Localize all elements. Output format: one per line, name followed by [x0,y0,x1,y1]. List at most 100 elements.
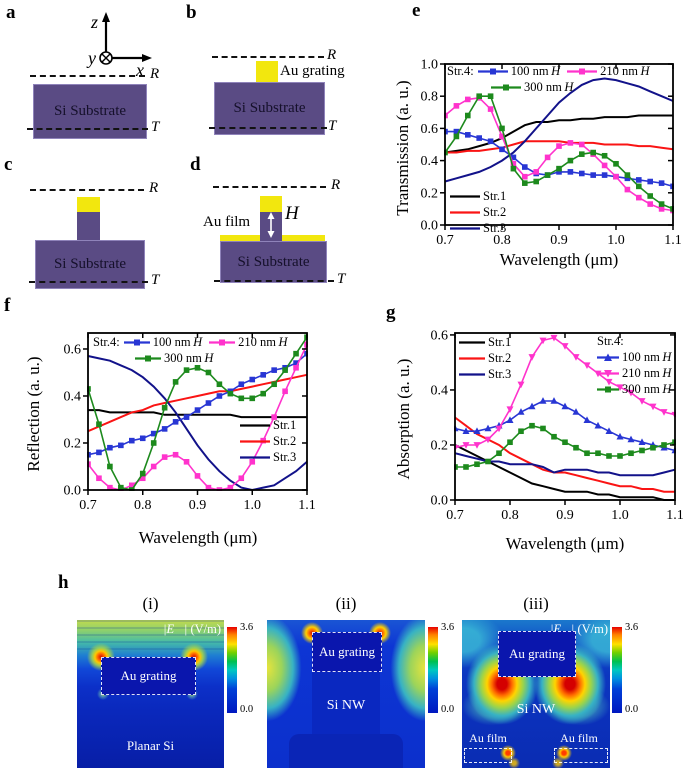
legend-label-210nm: 210 nm H [238,334,288,349]
svg-text:0.6: 0.6 [421,122,439,137]
au-grating-label: Au grating [280,63,345,79]
legend-swatch-100nm [123,337,150,348]
svg-text:0.8: 0.8 [134,498,152,513]
si-nw-pillar [312,670,380,734]
r-label: R [149,180,159,196]
r-plane-dashed-line [213,186,326,188]
svg-text:0.0: 0.0 [431,494,449,509]
svg-text:0.4: 0.4 [421,154,439,169]
chart-g-legend-str123: Str.1 Str.2 Str.3 [459,334,511,382]
legend-label-100nm: 100 nm H [622,349,672,364]
transmission-x-title: Wavelength (μm) [499,250,619,269]
si-substrate-a: Si Substrate [33,84,147,139]
chart-f-legend-str123: Str.1 Str.2 Str.3 [240,417,296,465]
si-substrate-b: Si Substrate [214,82,325,135]
svg-text:0.8: 0.8 [493,233,511,248]
field-map-ii: Au grating Si NW [267,620,425,768]
legend-swatch-str2 [450,207,480,218]
r-plane-dashed-line [212,56,324,58]
colorbar [428,627,438,713]
legend-title: Str.4: [597,333,624,348]
axis-y-label: y [86,48,96,68]
legend-swatch-str2 [240,436,270,447]
legend-label-300nm: 300 nm H [164,350,214,365]
legend-title: Str.4: [447,63,474,78]
legend-title: Str.4: [93,334,120,349]
svg-text:1.1: 1.1 [664,233,682,248]
legend-label-210nm: 210 nm H [600,63,650,78]
legend-label-str3: Str.3 [488,366,512,381]
si-substrate-c: Si Substrate [35,240,145,289]
reflection-x-title: Wavelength (μm) [138,528,258,547]
legend-swatch-300nm [135,353,161,364]
e-field-label: |E⃗| (V/m) [163,622,221,636]
svg-text:1.1: 1.1 [666,508,684,523]
svg-text:0.2: 0.2 [64,436,82,451]
planar-si-label: Planar Si [126,738,175,753]
chart-g-legend-str4: Str.4: 100 nm H 210 nm H 300 nm H [597,333,671,397]
svg-text:1.1: 1.1 [298,498,316,513]
svg-text:0.2: 0.2 [421,186,439,201]
colorbar [227,627,237,713]
si-base [289,734,403,768]
legend-swatch-210nm [567,66,598,77]
svg-text:0.8: 0.8 [501,508,519,523]
axis-x-label: x [135,60,144,80]
si-substrate-label: Si Substrate [233,100,306,116]
legend-label-300nm: 300 nm H [524,79,574,94]
legend-label-str2: Str.2 [483,204,507,219]
svg-text:1.0: 1.0 [607,233,625,248]
map-iii-title: (iii) [523,594,549,613]
field-map-iii: |E⃗| (V/m) Au grating Si NW Au film Au f… [462,620,610,768]
r-label: R [150,66,160,82]
svg-text:0.7: 0.7 [446,508,464,523]
t-plane-dashed-line [27,128,148,130]
r-label: R [327,47,337,63]
svg-text:0.6: 0.6 [64,342,82,357]
au-cap [77,197,100,212]
colorbar-max: 3.6 [625,622,639,633]
au-film-region-left [464,748,512,763]
colorbar [612,627,622,713]
au-film-label: Au film [203,214,251,230]
chart-f-legend-str4: Str.4: 100 nm H 210 nm H 300 nm H [93,334,295,366]
t-plane-dashed-line [214,280,334,282]
height-arrow [267,212,275,238]
svg-text:1.0: 1.0 [421,58,439,73]
au-film-label-left: Au film [469,731,507,745]
legend-label-str1: Str.1 [488,334,512,349]
au-grating-block [256,61,278,82]
panel-label-h: h [58,572,69,593]
svg-text:0.2: 0.2 [431,438,449,453]
svg-text:0.0: 0.0 [421,219,439,234]
si-nanowire [77,212,100,241]
colorbar-min: 0.0 [240,704,254,715]
r-plane-dashed-line [30,189,144,191]
legend-label-100nm: 100 nm H [152,334,203,349]
legend-swatch-str2 [459,353,485,364]
transmission-y-title: Transmission (a. u.) [393,80,412,216]
colorbar-max: 3.6 [441,622,455,633]
legend-label-str1: Str.1 [483,188,507,203]
t-plane-dashed-line [29,281,148,283]
legend-label-str2: Str.2 [273,433,297,448]
au-cap [260,196,282,212]
svg-text:0.4: 0.4 [431,383,449,398]
chart-e-legend-str123: Str.1 Str.2 Str.3 [450,188,506,236]
t-label: T [151,272,160,288]
si-nw-label: Si NW [516,702,556,717]
si-substrate-label: Si Substrate [53,256,127,272]
legend-swatch-str3 [459,369,485,380]
colorbar-min: 0.0 [441,704,455,715]
chart-e-legend-str4: Str.4: 100 nm H 210 nm H 300 nm H [447,63,657,95]
au-film-region-right [554,748,608,763]
si-substrate-label: Si Substrate [237,253,310,270]
legend-swatch-300nm [597,384,619,395]
legend-swatch-str3 [450,223,480,234]
si-substrate-d: Si Substrate [220,241,327,283]
svg-text:0.7: 0.7 [436,233,454,248]
au-grating-region: Au grating [498,631,576,677]
panel-label-d: d [190,154,201,175]
legend-label-str3: Str.3 [273,449,297,464]
t-label: T [328,118,337,134]
